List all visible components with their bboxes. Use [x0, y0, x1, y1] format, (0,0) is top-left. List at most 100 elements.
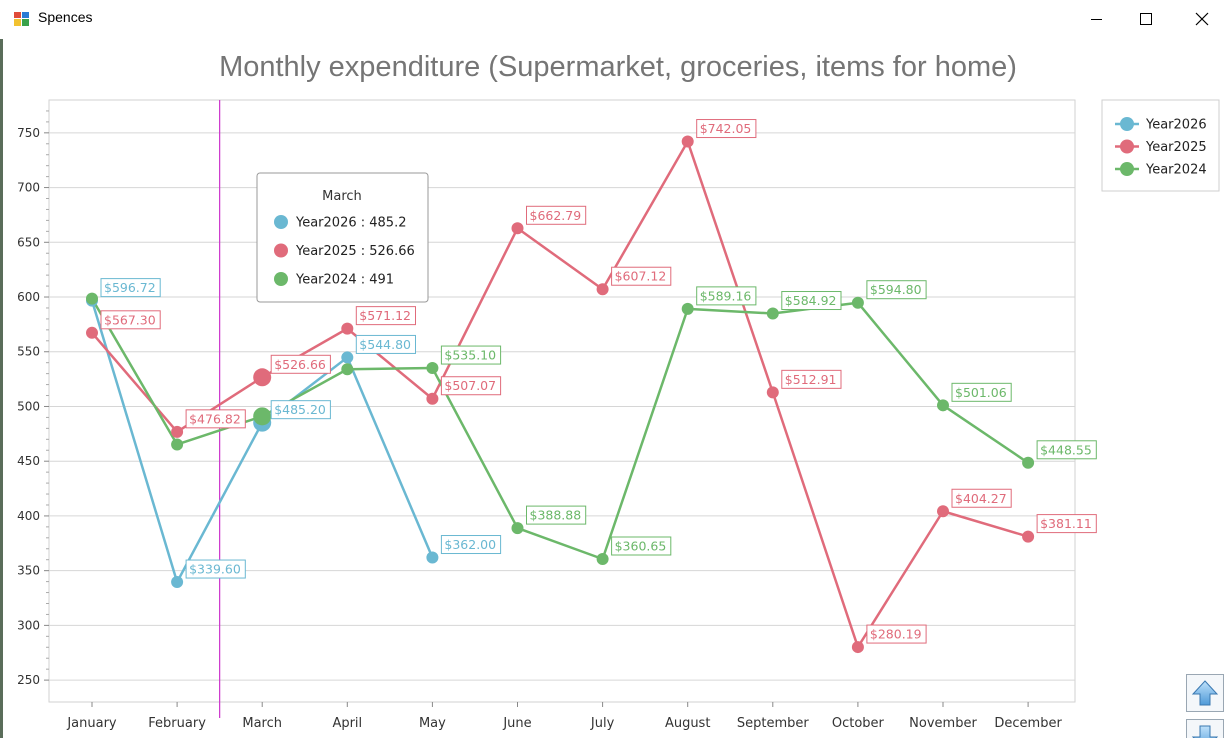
x-tick-label: January	[66, 716, 117, 731]
title-bar[interactable]: Spences	[0, 0, 1229, 40]
data-label-box	[611, 536, 672, 556]
y-tick-label: 600	[17, 290, 40, 304]
data-point	[253, 407, 272, 426]
series-line-year2024	[90, 298, 1029, 561]
arrow-down-icon	[1191, 725, 1219, 738]
scroll-down-button[interactable]	[1186, 719, 1224, 738]
y-tick-label: 650	[17, 235, 40, 249]
expenditure-chart[interactable]: Monthly expenditure (Supermarket, grocer…	[3, 39, 1229, 738]
data-point	[596, 552, 609, 565]
legend-marker	[1120, 117, 1134, 131]
tooltip-box	[256, 172, 429, 303]
series-line-year2025	[91, 140, 1029, 649]
data-label: $571.12	[355, 306, 416, 326]
plot-frame	[48, 99, 1076, 703]
left-edge	[0, 39, 3, 738]
tooltip-marker	[274, 215, 288, 229]
y-tick-label: 550	[17, 345, 40, 359]
data-point	[681, 302, 694, 315]
data-label-text: $742.05	[700, 121, 752, 136]
data-label-box	[696, 286, 757, 306]
data-label-text: $404.27	[955, 491, 1007, 506]
app-icon	[14, 12, 29, 26]
data-label-box	[696, 119, 757, 139]
data-label-text: $584.92	[785, 293, 837, 308]
data-label: $360.65	[611, 536, 672, 556]
data-label-box	[526, 205, 587, 225]
data-point	[171, 438, 184, 451]
data-point	[766, 307, 779, 320]
tooltip-row: Year2026 : 485.2	[295, 216, 406, 231]
data-label-text: $501.06	[955, 385, 1007, 400]
x-tick-label: June	[502, 716, 531, 731]
data-label-text: $535.10	[444, 348, 496, 363]
data-point	[86, 326, 98, 339]
maximize-button[interactable]	[1120, 0, 1172, 38]
close-icon	[1195, 12, 1209, 26]
data-label: $584.92	[781, 291, 842, 311]
data-label: $507.07	[440, 376, 502, 396]
data-point	[681, 135, 694, 148]
tooltip-marker	[274, 272, 288, 286]
data-label-box	[440, 535, 502, 555]
data-label-box	[526, 505, 587, 525]
data-label-box	[270, 400, 331, 420]
data-label: $362.00	[440, 535, 502, 555]
scroll-up-button[interactable]	[1186, 674, 1224, 712]
maximize-icon	[1140, 13, 1152, 25]
data-point	[1022, 456, 1035, 469]
data-label-text: $381.11	[1040, 516, 1092, 531]
data-point	[851, 641, 864, 654]
data-label-box	[866, 280, 927, 300]
minimize-icon	[1091, 19, 1102, 20]
data-point	[341, 363, 354, 376]
x-tick-label: August	[665, 716, 711, 731]
data-label-text: $567.30	[104, 312, 156, 327]
y-tick-label: 500	[17, 399, 40, 413]
tooltip-row: Year2025 : 526.66	[295, 244, 415, 259]
x-tick-label: May	[419, 716, 446, 731]
x-tick-label: February	[148, 716, 206, 731]
data-label: $280.19	[866, 624, 927, 644]
tooltip-marker	[274, 243, 288, 258]
data-point	[171, 576, 184, 589]
close-button[interactable]	[1176, 0, 1228, 38]
y-tick-label: 450	[17, 454, 40, 468]
data-label-box	[951, 382, 1012, 402]
data-label-text: $476.82	[189, 411, 241, 426]
data-label: $535.10	[440, 345, 502, 365]
data-label: $596.72	[100, 278, 161, 298]
x-tick-label: March	[242, 716, 282, 731]
y-tick-label: 350	[17, 564, 40, 578]
x-tick-label: November	[909, 716, 977, 731]
data-label-box	[1036, 514, 1097, 534]
data-label-text: $512.91	[785, 372, 837, 387]
data-label-box	[951, 488, 1012, 508]
arrow-up-icon	[1191, 680, 1219, 706]
x-tick-label: December	[994, 716, 1062, 731]
data-point	[1022, 530, 1035, 543]
data-point	[171, 425, 184, 438]
data-label-box	[781, 291, 842, 311]
data-label: $589.16	[696, 286, 757, 306]
legend-label: Year2025	[1145, 140, 1207, 155]
legend-marker	[1120, 162, 1134, 176]
data-label-box	[1036, 440, 1097, 460]
tooltip-title: March	[322, 189, 362, 204]
data-label: $742.05	[696, 119, 757, 139]
data-label-text: $485.20	[274, 402, 326, 417]
data-point	[511, 522, 524, 535]
data-point	[341, 351, 354, 364]
x-tick-label: October	[832, 716, 885, 731]
minimize-button[interactable]	[1071, 0, 1123, 38]
data-label-box	[866, 624, 927, 644]
data-label-box	[355, 334, 416, 354]
data-label: $544.80	[355, 334, 416, 354]
data-label: $512.91	[781, 369, 842, 389]
data-label: $526.66	[270, 354, 331, 374]
data-label-box	[440, 345, 502, 365]
chart-area[interactable]: Monthly expenditure (Supermarket, grocer…	[3, 39, 1229, 738]
data-point	[426, 392, 439, 405]
data-point	[426, 362, 439, 375]
data-label-text: $589.16	[700, 288, 752, 303]
